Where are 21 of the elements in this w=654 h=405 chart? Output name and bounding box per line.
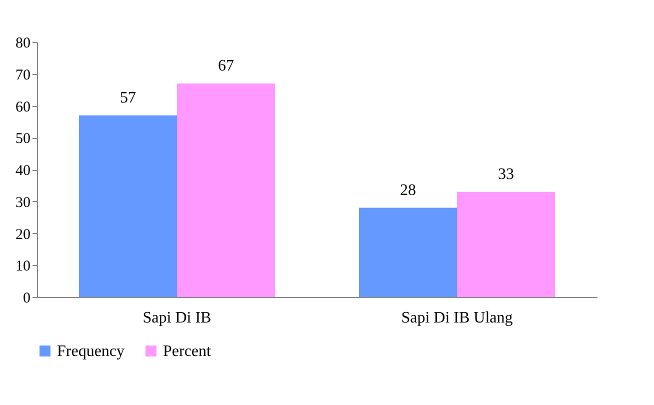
- bar: [79, 115, 177, 297]
- y-tick-label: 20: [16, 226, 30, 243]
- x-tick-label: Sapi Di IB: [142, 310, 212, 326]
- y-tick-label: 80: [16, 36, 30, 52]
- data-label: 57: [120, 89, 136, 106]
- x-tick-label: Sapi Di IB Ulang: [401, 310, 513, 326]
- data-label: 28: [400, 182, 416, 199]
- y-tick-label: 50: [16, 131, 30, 148]
- bar: [457, 192, 555, 297]
- legend-label: Frequency: [57, 343, 125, 360]
- data-label: 33: [498, 166, 514, 183]
- bar: [359, 208, 457, 297]
- y-tick-label: 40: [16, 163, 30, 179]
- data-label: 67: [218, 57, 234, 74]
- y-tick-label: 30: [16, 194, 30, 211]
- y-tick-label: 10: [16, 258, 30, 275]
- y-tick-label: 70: [16, 67, 30, 84]
- y-tick-label: 0: [23, 290, 30, 306]
- bar: [177, 83, 275, 297]
- legend-label: Percent: [163, 343, 212, 360]
- y-tick-label: 60: [16, 99, 30, 116]
